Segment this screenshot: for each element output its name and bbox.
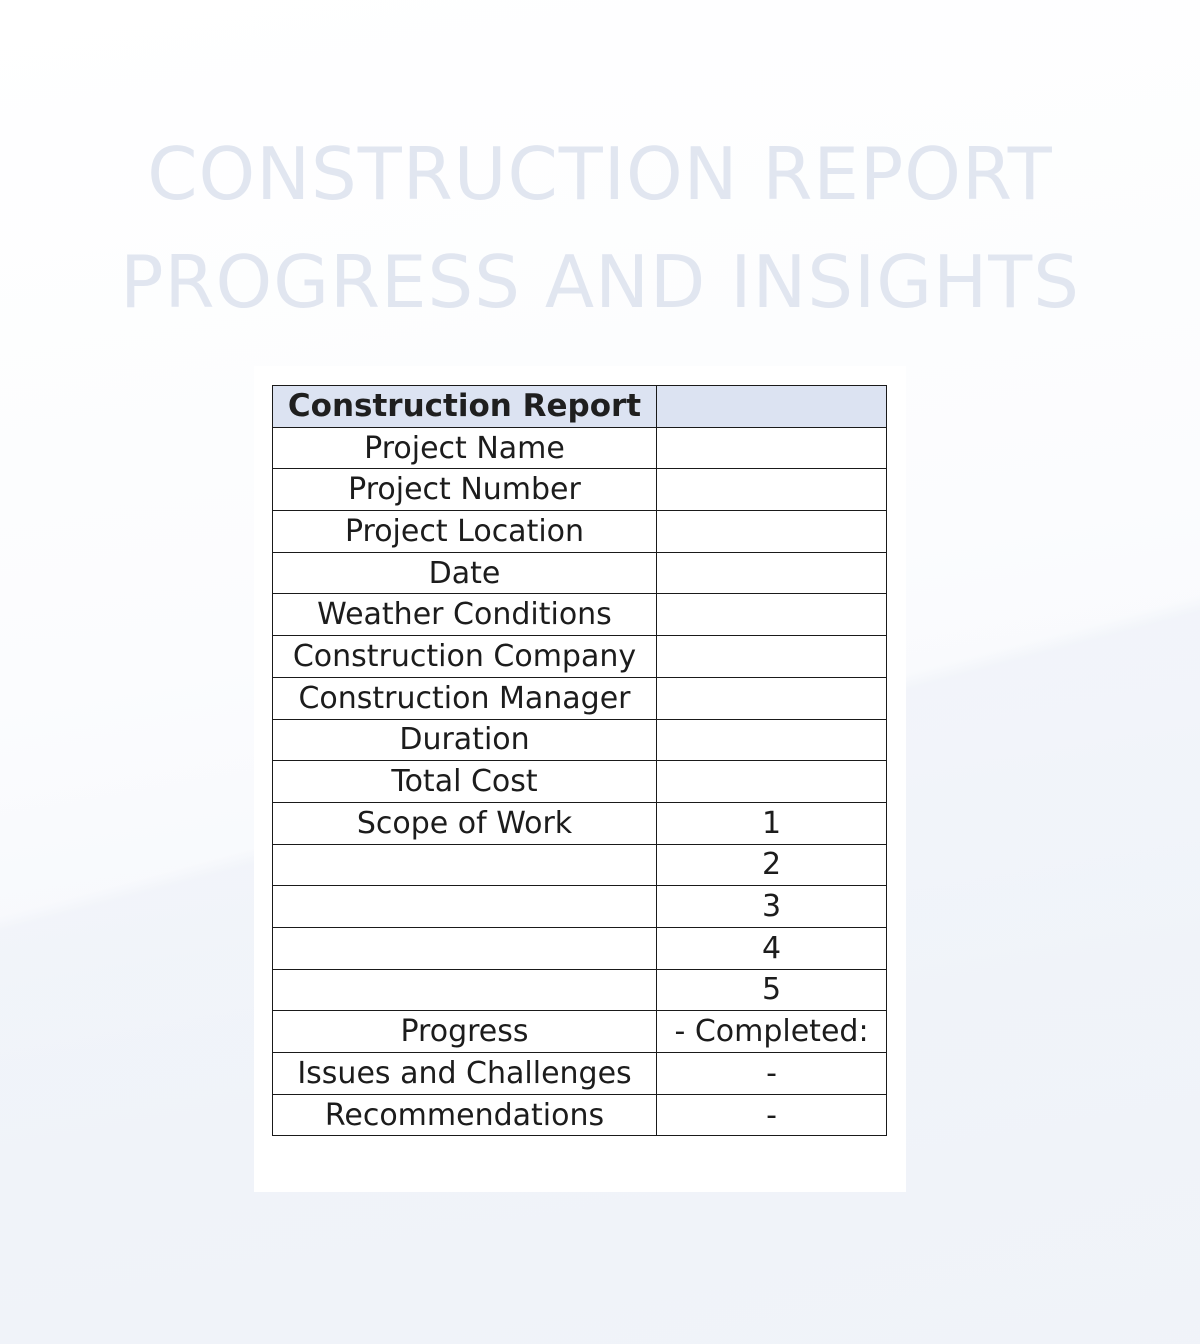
table-row-project-location: Project Location <box>272 510 887 553</box>
table-row-project-name: Project Name <box>272 426 887 470</box>
table-header-value[interactable] <box>656 385 887 428</box>
row-label[interactable]: Construction Manager <box>272 676 657 720</box>
table-row-issues-and-challenges: Issues and Challenges - <box>272 1052 887 1095</box>
row-label[interactable]: Issues and Challenges <box>272 1052 657 1095</box>
row-value[interactable] <box>656 593 887 637</box>
row-label[interactable]: Scope of Work <box>272 801 657 845</box>
table-row-scope-item-5: 5 <box>272 968 887 1012</box>
page-title-line-1: CONSTRUCTION REPORT <box>147 132 1053 216</box>
row-label[interactable] <box>272 843 657 887</box>
page-title-line-2: PROGRESS AND INSIGHTS <box>120 240 1080 324</box>
row-label[interactable]: Progress <box>272 1010 657 1053</box>
row-value[interactable] <box>656 676 887 720</box>
table-row-date: Date <box>272 551 887 595</box>
table-row-scope-of-work: Scope of Work 1 <box>272 801 887 845</box>
row-label[interactable] <box>272 968 657 1012</box>
row-label[interactable] <box>272 885 657 928</box>
row-value[interactable]: 3 <box>656 885 887 928</box>
row-value[interactable] <box>656 468 887 512</box>
row-value[interactable] <box>656 760 887 803</box>
table-row-total-cost: Total Cost <box>272 760 887 803</box>
page-title: CONSTRUCTION REPORT PROGRESS AND INSIGHT… <box>0 120 1200 336</box>
table-header-label[interactable]: Construction Report <box>272 385 657 428</box>
table-row-scope-item-2: 2 <box>272 843 887 887</box>
row-label[interactable]: Date <box>272 551 657 595</box>
row-label[interactable]: Construction Company <box>272 635 657 678</box>
table-row-recommendations: Recommendations - <box>272 1093 887 1137</box>
row-label[interactable]: Project Location <box>272 510 657 553</box>
row-value[interactable] <box>656 510 887 553</box>
row-value[interactable] <box>656 718 887 762</box>
row-label[interactable]: Project Name <box>272 426 657 470</box>
row-label[interactable]: Recommendations <box>272 1093 657 1137</box>
construction-report-table: Construction Report Project Name Project… <box>272 385 887 1137</box>
table-row-progress: Progress - Completed: <box>272 1010 887 1053</box>
table-row-duration: Duration <box>272 718 887 762</box>
row-value[interactable]: 2 <box>656 843 887 887</box>
row-label[interactable]: Total Cost <box>272 760 657 803</box>
table-row-construction-company: Construction Company <box>272 635 887 678</box>
table-row-scope-item-4: 4 <box>272 926 887 970</box>
row-value[interactable] <box>656 426 887 470</box>
row-label[interactable]: Project Number <box>272 468 657 512</box>
table-row-project-number: Project Number <box>272 468 887 512</box>
row-value[interactable]: 1 <box>656 801 887 845</box>
table-row-scope-item-3: 3 <box>272 885 887 928</box>
row-value[interactable]: 5 <box>656 968 887 1012</box>
row-value[interactable]: 4 <box>656 926 887 970</box>
table-row-weather-conditions: Weather Conditions <box>272 593 887 637</box>
row-label[interactable]: Duration <box>272 718 657 762</box>
row-value[interactable]: - Completed: <box>656 1010 887 1053</box>
row-label[interactable] <box>272 926 657 970</box>
row-label[interactable]: Weather Conditions <box>272 593 657 637</box>
row-value[interactable] <box>656 635 887 678</box>
table-header-row: Construction Report <box>272 385 887 428</box>
table-row-construction-manager: Construction Manager <box>272 676 887 720</box>
row-value[interactable]: - <box>656 1052 887 1095</box>
row-value[interactable]: - <box>656 1093 887 1137</box>
row-value[interactable] <box>656 551 887 595</box>
